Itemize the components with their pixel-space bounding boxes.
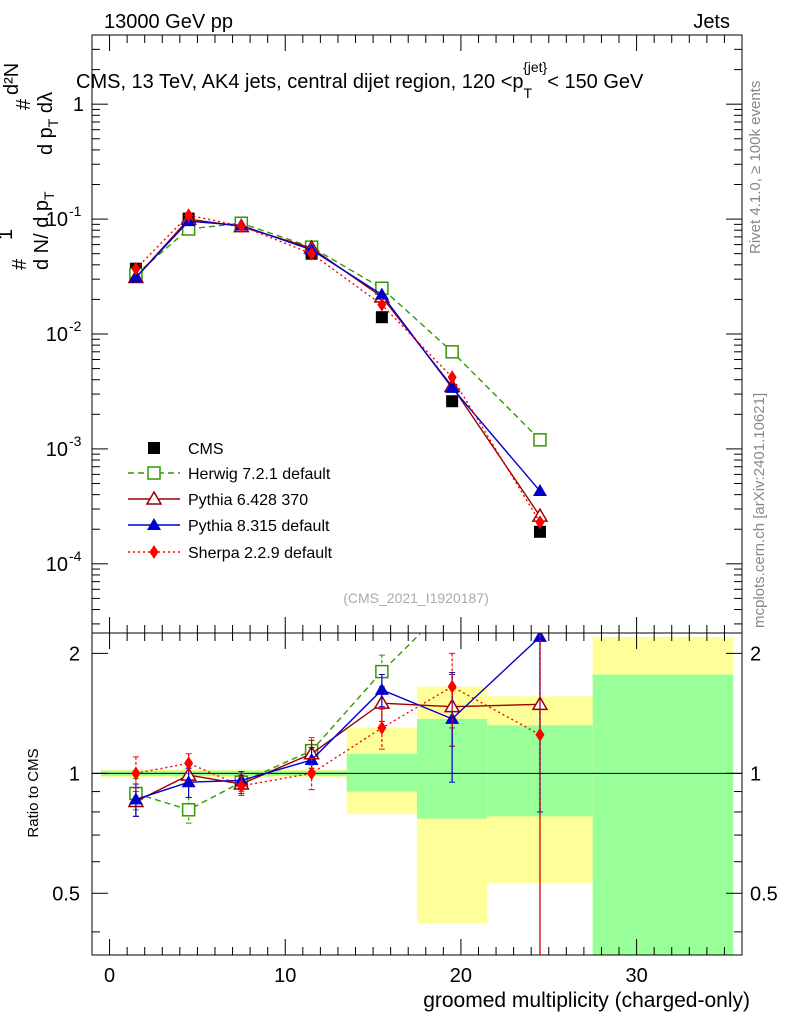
ratio-tick-right-1: 1 <box>750 763 761 785</box>
top-panel: 110-110-210-310-4 CMS, 13 TeV, AK4 jets,… <box>46 34 743 634</box>
ratio-point-4-6 <box>535 727 545 742</box>
top-panel-frame <box>91 34 743 634</box>
ratio-tick-left-1: 1 <box>69 763 80 785</box>
series-4-point-2 <box>236 219 246 234</box>
legend-item-0: CMS <box>148 441 224 458</box>
chart-title: CMS, 13 TeV, AK4 jets, central dijet reg… <box>76 59 644 101</box>
svg-text:-1: -1 <box>69 203 82 219</box>
source-label: mcplots.cern.ch [arXiv:2401.10621] <box>751 393 768 628</box>
y-tick-top: 1 <box>73 94 84 116</box>
y-tick-top: 10 <box>46 324 68 346</box>
legend-marker-4 <box>149 545 159 559</box>
cms-point-5 <box>446 395 459 408</box>
svg-text:d²N: d²N <box>1 63 23 95</box>
legend-item-2: Pythia 6.428 370 <box>128 490 308 509</box>
legend-label-3: Pythia 8.315 default <box>188 518 330 535</box>
series-3-point-0 <box>128 270 143 283</box>
legend-marker-0 <box>148 442 160 454</box>
x-tick-20: 20 <box>450 965 472 987</box>
ratio-tick-right-0.5: 0.5 <box>750 883 778 905</box>
svg-text:-4: -4 <box>69 548 82 564</box>
top-axis-ticks: 110-110-210-310-4 <box>46 34 742 633</box>
band-inner-1 <box>346 753 417 792</box>
legend-item-1: Herwig 7.2.1 default <box>128 466 331 483</box>
header-collision-label: 13000 GeV pp <box>104 11 233 33</box>
series-1-point-5 <box>445 345 459 359</box>
svg-text:d pT dλ: d pT dλ <box>35 92 61 155</box>
legend-label-2: Pythia 6.428 370 <box>188 492 308 509</box>
ratio-axis-ticks: 0.5 0.5 1 1 2 2 <box>52 633 778 955</box>
series-4-point-1 <box>184 208 194 223</box>
series-4-point-6 <box>535 515 545 530</box>
svg-text:#: # <box>9 258 31 270</box>
ratio-point-3-5 <box>445 711 460 724</box>
x-tick-10: 10 <box>274 965 296 987</box>
header-analysis-label: Jets <box>693 11 730 33</box>
series-3-point-5 <box>445 380 460 393</box>
ratio-point-4-0 <box>131 766 141 781</box>
ratio-point-3-0 <box>128 792 143 805</box>
legend-item-4: Sherpa 2.2.9 default <box>128 545 333 562</box>
y-tick-top: 10 <box>46 439 68 461</box>
ratio-panel: 0.5 0.5 1 1 2 2 <box>52 449 778 956</box>
legend: CMS Herwig 7.2.1 default Pythia 6.428 370 P… <box>128 441 333 562</box>
svg-text:-3: -3 <box>69 433 82 449</box>
series-4-point-3 <box>307 246 317 261</box>
rivet-version-label: Rivet 4.1.0, ≥ 100k events <box>747 81 764 254</box>
legend-label-0: CMS <box>188 441 224 458</box>
cms-point-6 <box>533 525 546 538</box>
series-4-point-0 <box>131 261 141 276</box>
series-4-point-4 <box>377 297 387 312</box>
series-1-point-6 <box>533 433 547 447</box>
ratio-point-3-1 <box>181 775 196 788</box>
x-axis-label: groomed multiplicity (charged-only) <box>423 989 750 1012</box>
ratio-point-1-1 <box>181 803 196 817</box>
cms-point-4 <box>375 311 388 324</box>
series-1 <box>129 216 547 447</box>
legend-marker-1 <box>147 466 161 480</box>
x-tick-0: 0 <box>104 965 115 987</box>
series-3-point-6 <box>532 484 547 497</box>
svg-text:-2: -2 <box>69 318 82 334</box>
ratio-point-4-4 <box>377 720 387 735</box>
band-inner-4 <box>592 674 734 955</box>
svg-text:#: # <box>13 98 35 110</box>
x-tick-30: 30 <box>625 965 647 987</box>
ratio-point-4-1 <box>184 756 194 771</box>
x-tick-labels: 0 10 20 30 <box>104 965 648 987</box>
series-4-point-5 <box>447 370 457 385</box>
svg-text:1: 1 <box>0 229 17 240</box>
ratio-panel-frame <box>91 632 743 956</box>
legend-item-3: Pythia 8.315 default <box>128 518 330 535</box>
series-line-top-1 <box>135 222 541 441</box>
series-3-point-4 <box>374 287 389 300</box>
ratio-tick-left-0.5: 0.5 <box>52 883 80 905</box>
ratio-point-4-2 <box>236 778 246 793</box>
ratio-point-4-5 <box>447 679 457 694</box>
ratio-point-1-6 <box>534 449 546 461</box>
ratio-tick-left-2: 2 <box>69 643 80 665</box>
series-4 <box>131 208 545 530</box>
legend-label-1: Herwig 7.2.1 default <box>188 466 331 483</box>
ratio-point-3-4 <box>374 682 389 695</box>
y-tick-top: 10 <box>46 554 68 576</box>
y-tick-top: 10 <box>46 209 68 231</box>
legend-label-4: Sherpa 2.2.9 default <box>188 545 333 562</box>
watermark-label: (CMS_2021_I1920187) <box>343 590 489 606</box>
ratio-point-4-3 <box>307 766 317 781</box>
legend-marker-3 <box>147 518 161 530</box>
svg-text:d N/ d pT: d N/ d pT <box>31 191 57 270</box>
ratio-tick-right-2: 2 <box>750 643 761 665</box>
top-ylabel: # d N/ d pT 1 # d pT dλ d²N <box>0 63 61 270</box>
legend-marker-2 <box>145 490 163 505</box>
ratio-ylabel: Ratio to CMS <box>25 748 42 837</box>
uncertainty-bands <box>100 636 734 955</box>
series-0 <box>129 212 546 538</box>
ratio-series-4 <box>131 633 545 955</box>
